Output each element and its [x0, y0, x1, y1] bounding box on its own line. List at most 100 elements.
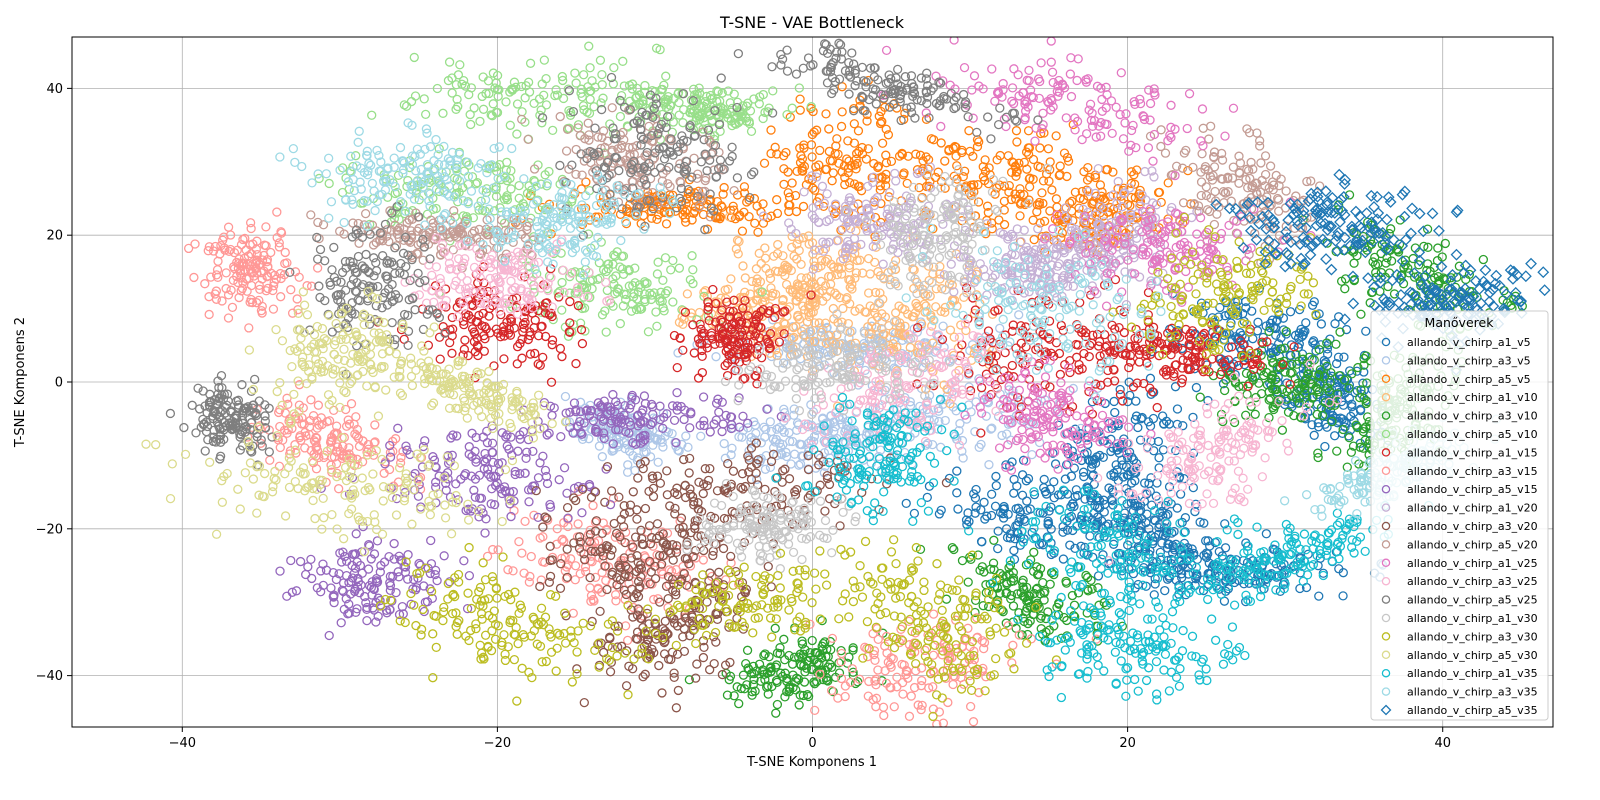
data-point [1014, 517, 1024, 527]
data-point [1285, 307, 1296, 317]
data-point [734, 432, 744, 442]
data-point [1359, 367, 1369, 377]
data-point [1098, 452, 1108, 462]
data-point [774, 438, 785, 448]
data-point [1285, 350, 1295, 360]
data-point [1070, 492, 1080, 502]
data-point [993, 526, 1003, 536]
data-point [821, 437, 831, 447]
data-point [1177, 560, 1188, 571]
data-point [1347, 399, 1357, 409]
data-point [770, 437, 780, 447]
data-point [1150, 579, 1160, 589]
data-point [1162, 574, 1173, 584]
data-point [1338, 591, 1348, 601]
data-point [1298, 330, 1308, 340]
data-point [1076, 429, 1086, 439]
data-point [1109, 468, 1119, 478]
data-point [1140, 478, 1150, 488]
data-point [1009, 545, 1019, 556]
data-point [1089, 508, 1099, 518]
data-point [1041, 489, 1052, 499]
data-point [1148, 413, 1159, 424]
data-point [1154, 523, 1164, 533]
data-point [1339, 352, 1349, 362]
data-point [1355, 405, 1366, 416]
data-point [1078, 467, 1089, 477]
data-point [1167, 528, 1177, 538]
data-point [760, 432, 770, 442]
data-point [1271, 316, 1282, 326]
data-point [1180, 513, 1191, 523]
data-point [999, 513, 1009, 523]
data-point [760, 464, 771, 474]
data-point [1126, 478, 1137, 488]
data-point [1002, 429, 1012, 439]
data-point [1123, 452, 1133, 463]
data-point [969, 489, 979, 499]
data-point [963, 508, 973, 518]
data-point [1043, 519, 1053, 530]
data-point [1068, 451, 1079, 462]
data-point [1069, 501, 1079, 512]
data-point [1174, 472, 1185, 482]
data-point [765, 417, 775, 427]
data-point [921, 440, 931, 450]
data-point [1204, 558, 1214, 568]
data-point [1168, 543, 1179, 553]
data-point [866, 458, 876, 468]
data-point [1146, 473, 1156, 483]
data-point [829, 426, 839, 437]
data-point [1172, 404, 1183, 414]
data-point [1316, 340, 1326, 350]
data-point [1309, 336, 1319, 346]
data-point [809, 431, 820, 442]
data-point [1046, 538, 1056, 548]
data-point [1307, 420, 1317, 430]
data-point [652, 434, 663, 444]
data-point [1046, 502, 1056, 512]
data-point [1313, 422, 1324, 432]
data-point [1117, 460, 1127, 470]
data-point [1133, 422, 1143, 433]
data-point [597, 452, 607, 462]
data-point [766, 426, 777, 437]
data-point [952, 488, 962, 498]
data-point [1060, 474, 1071, 484]
data-point [696, 431, 706, 441]
data-point [1201, 536, 1211, 546]
data-point [987, 423, 997, 433]
data-point [1322, 349, 1333, 359]
data-point [1261, 529, 1272, 539]
data-point [979, 497, 989, 507]
data-point [789, 410, 799, 420]
data-point [1110, 407, 1120, 418]
data-point [1079, 449, 1090, 459]
data-point [1314, 591, 1324, 601]
data-point [1172, 503, 1182, 513]
data-point [1346, 411, 1356, 422]
data-point [1188, 412, 1198, 422]
data-point [1123, 396, 1133, 407]
data-point [1149, 515, 1159, 525]
data-point [1125, 390, 1135, 401]
data-point [645, 452, 656, 462]
data-point [1281, 329, 1291, 339]
data-point [789, 449, 800, 459]
data-point [1005, 533, 1016, 543]
data-point [1247, 306, 1257, 316]
data-point [1125, 466, 1136, 477]
data-point [1361, 326, 1371, 336]
data-point [1128, 506, 1139, 516]
data-point [1266, 348, 1276, 359]
data-point [633, 453, 643, 463]
data-point [1166, 499, 1176, 509]
data-point [1309, 430, 1319, 440]
data-point [987, 489, 997, 499]
data-point [1160, 585, 1170, 596]
data-point [1332, 382, 1342, 392]
data-point [1111, 460, 1121, 470]
data-point [759, 422, 769, 432]
data-point [789, 404, 799, 414]
